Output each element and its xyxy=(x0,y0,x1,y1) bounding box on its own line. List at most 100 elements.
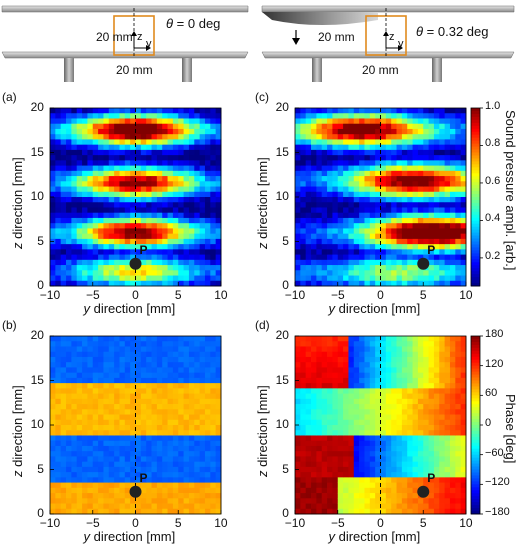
heatmap-cell xyxy=(167,430,174,436)
heatmap-cell xyxy=(188,191,195,198)
heatmap-cell xyxy=(215,356,222,363)
heatmap-cell xyxy=(364,139,371,146)
colorbar-segment xyxy=(471,460,480,465)
heatmap-cell xyxy=(380,377,387,384)
heatmap-cell xyxy=(407,398,413,405)
heatmap-cell xyxy=(167,202,174,208)
heatmap-cell xyxy=(98,265,104,271)
heatmap-cell xyxy=(407,435,413,442)
heatmap-cell xyxy=(162,409,168,415)
heatmap-cell xyxy=(210,197,217,203)
heatmap-cell xyxy=(87,191,94,198)
heatmap-cell xyxy=(92,377,99,384)
heatmap-cell xyxy=(353,280,360,287)
heatmap-cell xyxy=(305,356,312,363)
heatmap-cell xyxy=(407,503,413,510)
heatmap-cell xyxy=(380,503,387,510)
heatmap-cell xyxy=(82,134,88,140)
heatmap-cell xyxy=(412,362,419,368)
heatmap-cell xyxy=(156,461,163,468)
heatmap-cell xyxy=(87,165,94,172)
heatmap-cell xyxy=(428,362,435,368)
heatmap-cell xyxy=(172,461,179,468)
heatmap-cell xyxy=(98,425,104,431)
heatmap-cell xyxy=(449,346,456,353)
heatmap-cell xyxy=(327,430,333,436)
heatmap-cell xyxy=(316,435,323,442)
heatmap-cell xyxy=(183,181,190,187)
heatmap-cell xyxy=(364,113,371,119)
heatmap-cell xyxy=(76,181,83,187)
heatmap-cell xyxy=(439,149,446,156)
heatmap-cell xyxy=(76,440,83,447)
heatmap-cell xyxy=(146,404,152,410)
heatmap-cell xyxy=(87,139,94,146)
heatmap-cell xyxy=(369,398,376,405)
heatmap-cell xyxy=(353,202,360,208)
heatmap-cell xyxy=(50,108,56,114)
heatmap-cell xyxy=(130,202,136,208)
heatmap-cell xyxy=(108,165,115,172)
heatmap-cell xyxy=(396,118,403,125)
heatmap-cell xyxy=(423,404,429,410)
heatmap-cell xyxy=(380,419,387,426)
heatmap-cell xyxy=(55,149,62,156)
heatmap-cell xyxy=(66,144,72,151)
heatmap-cell xyxy=(55,445,62,452)
heatmap-cell xyxy=(135,270,142,276)
heatmap-cell xyxy=(71,176,78,182)
heatmap-cell xyxy=(428,440,435,447)
heatmap-cell xyxy=(439,238,446,245)
heatmap-cell xyxy=(423,419,429,426)
heatmap-cell xyxy=(385,134,392,140)
heatmap-cell xyxy=(417,451,424,457)
heatmap-cell xyxy=(183,398,190,405)
heatmap-cell xyxy=(433,170,440,177)
heatmap-cell xyxy=(76,254,83,261)
heatmap-cell xyxy=(215,191,222,198)
heatmap-cell xyxy=(444,419,451,426)
heatmap-cell xyxy=(204,186,211,193)
heatmap-cell xyxy=(375,440,381,447)
heatmap-cell xyxy=(364,419,371,426)
heatmap-cell xyxy=(135,170,142,177)
heatmap-cell xyxy=(114,356,120,363)
heatmap-cell xyxy=(103,275,110,282)
heatmap-cell xyxy=(140,445,147,452)
heatmap-cell xyxy=(156,472,163,478)
heatmap-cell xyxy=(444,377,451,384)
heatmap-cell xyxy=(98,270,104,276)
heatmap-cell xyxy=(167,139,174,146)
heatmap-cell xyxy=(87,430,94,436)
heatmap-cell xyxy=(364,398,371,405)
heatmap-cell xyxy=(103,181,110,187)
heatmap-cell xyxy=(423,123,429,130)
heatmap-cell xyxy=(375,170,381,177)
heatmap-cell xyxy=(407,259,413,266)
heatmap-cell xyxy=(295,414,301,421)
heatmap-cell xyxy=(449,238,456,245)
heatmap-cell xyxy=(76,487,83,494)
heatmap-cell xyxy=(391,254,397,261)
heatmap-cell xyxy=(215,383,222,389)
heatmap-cell xyxy=(407,160,413,166)
heatmap-cell xyxy=(124,393,131,400)
heatmap-cell xyxy=(385,383,392,389)
heatmap-cell xyxy=(183,233,190,240)
heatmap-cell xyxy=(162,508,168,515)
heatmap-cell xyxy=(305,165,312,172)
heatmap-cell xyxy=(135,472,142,478)
z-axis-label: z direction [mm] xyxy=(10,157,25,249)
heatmap-cell xyxy=(433,128,440,135)
heatmap-cell xyxy=(172,430,179,436)
heatmap-cell xyxy=(215,477,222,483)
heatmap-cell xyxy=(167,393,174,400)
heatmap-cell xyxy=(428,336,435,342)
heatmap-cell xyxy=(375,351,381,358)
heatmap-cell xyxy=(194,482,201,489)
heatmap-cell xyxy=(380,461,387,468)
x-axis-label: y direction [mm] xyxy=(83,529,176,544)
heatmap-cell xyxy=(401,197,408,203)
heatmap-cell xyxy=(178,451,184,457)
heatmap-cell xyxy=(98,372,104,379)
